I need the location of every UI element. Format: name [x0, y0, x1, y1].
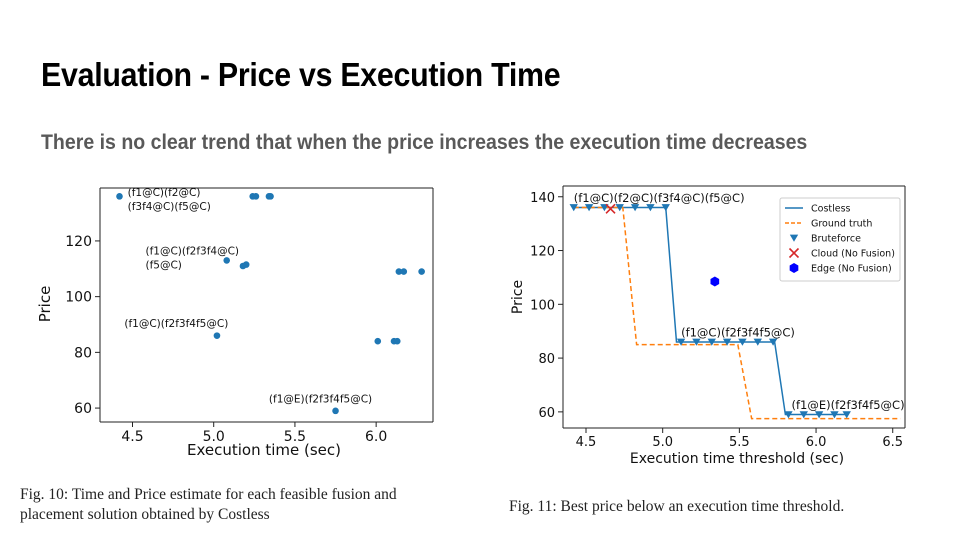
legend-swatch-bruteforce — [789, 234, 799, 242]
data-point — [223, 257, 231, 264]
bruteforce-marker — [814, 411, 824, 419]
bruteforce-marker — [584, 204, 594, 212]
x-tick-label: 6.0 — [365, 429, 387, 445]
fig10-xlabel: Execution time (sec) — [187, 441, 341, 459]
data-point — [116, 193, 123, 200]
x-tick-label: 5.5 — [729, 435, 750, 450]
line-annotation: (f1@C)(f2@C)(f3f4@C)(f5@C) — [574, 191, 745, 205]
marker-x-stroke — [605, 203, 616, 214]
y-tick-label: 60 — [538, 406, 555, 421]
x-tick-label: 5.0 — [203, 429, 225, 445]
data-point — [400, 268, 408, 275]
y-tick-label: 100 — [65, 290, 92, 306]
bruteforce-marker — [661, 204, 670, 212]
bruteforce-marker — [768, 338, 778, 346]
series-ground-truth-line — [573, 206, 901, 420]
marker-x-stroke — [788, 247, 800, 259]
fig10-points — [116, 193, 425, 415]
legend-label: Bruteforce — [811, 234, 861, 245]
y-tick-label: 120 — [65, 234, 92, 250]
point-annotation: (f1@C)(f2f3f4f5@C) — [124, 318, 228, 330]
fig11-caption: Fig. 11: Best price below an execution t… — [509, 498, 845, 515]
bruteforce-marker — [615, 204, 624, 212]
bruteforce-marker — [799, 411, 808, 419]
bruteforce-marker — [569, 204, 578, 212]
legend-swatch-edge — [789, 263, 799, 273]
slide-subtitle: There is no clear trend that when the pr… — [41, 131, 808, 154]
bruteforce-marker — [842, 411, 851, 419]
legend-label: Costless — [811, 204, 851, 215]
point-annotation: (f1@C)(f2f3f4@C) — [145, 246, 239, 258]
bruteforce-marker — [830, 411, 839, 419]
bruteforce-marker — [753, 338, 762, 346]
data-point — [418, 268, 425, 275]
fig11-ticks: 4.5 5.0 5.5 6.0 6.5 60 80 100 120 140 — [530, 191, 903, 450]
fig10-caption: Fig. 10: Time and Price estimate for eac… — [20, 486, 397, 523]
x-tick-label: 6.0 — [806, 435, 827, 450]
point-annotation: (f1@C)(f2@C) — [128, 187, 201, 199]
x-tick-label: 6.5 — [882, 435, 903, 450]
fig11-xlabel: Execution time threshold (sec) — [630, 451, 844, 467]
point-annotation: (f5@C) — [145, 260, 181, 272]
data-point — [374, 337, 382, 345]
point-annotation: (f1@E)(f2f3f4f5@C) — [269, 393, 372, 405]
data-point — [252, 193, 260, 200]
x-tick-label: 4.5 — [576, 435, 597, 450]
x-tick-label: 4.5 — [121, 429, 143, 445]
bruteforce-marker — [784, 411, 793, 419]
data-point — [395, 268, 403, 275]
data-point — [267, 193, 274, 200]
legend-swatch-cloud — [788, 247, 800, 259]
y-tick-label: 120 — [530, 245, 555, 260]
bruteforce-marker — [738, 338, 747, 346]
x-tick-label: 5.5 — [284, 429, 306, 445]
legend-label: Edge (No Fusion) — [811, 264, 892, 275]
fig10-axes — [99, 187, 434, 423]
y-tick-label: 100 — [530, 298, 555, 313]
legend-label: Ground truth — [811, 219, 872, 230]
bruteforce-marker — [707, 338, 716, 346]
fig11-legend: Costless Ground truth Bruteforce Cloud (No … — [779, 197, 901, 282]
fig10-scatter-chart: 4.5 5.0 5.5 6.0 60 80 100 120 (f1@C)(f2@C) (f3f4… — [36, 187, 434, 459]
slide-title: Evaluation - Price vs Execution Time — [41, 56, 561, 93]
fig11-ylabel: Price — [510, 280, 526, 314]
data-point — [332, 407, 339, 415]
line-annotation: (f1@E)(f2f3f4f5@C) — [792, 398, 905, 412]
legend-label: Cloud (No Fusion) — [811, 249, 895, 260]
fig11-line-chart: 4.5 5.0 5.5 6.0 6.5 60 80 100 120 140 (f1@C)(f2@C… — [510, 185, 906, 467]
data-point — [213, 332, 221, 339]
y-tick-label: 60 — [74, 401, 92, 417]
y-tick-label: 80 — [74, 345, 92, 361]
fig10-ticks: 4.5 5.0 5.5 6.0 60 80 100 120 — [65, 234, 387, 445]
data-point — [242, 261, 250, 268]
fig10-ylabel: Price — [36, 286, 54, 323]
bruteforce-marker — [630, 204, 640, 212]
bruteforce-marker — [676, 338, 686, 346]
bruteforce-marker — [722, 338, 732, 346]
line-annotation: (f1@C)(f2f3f4f5@C) — [681, 326, 795, 340]
y-tick-label: 140 — [530, 191, 555, 206]
edge-no-fusion-marker — [710, 276, 720, 287]
legend-box — [779, 197, 901, 282]
fig11-series — [569, 203, 901, 420]
x-tick-label: 5.0 — [652, 435, 673, 450]
point-annotation: (f3f4@C)(f5@C) — [128, 201, 211, 213]
fig10-annotations: (f1@C)(f2@C) (f3f4@C)(f5@C) (f1@C)(f2f3f4@… — [124, 187, 372, 405]
fig11-annotations: (f1@C)(f2@C)(f3f4@C)(f5@C) (f1@C)(f2f3f4f… — [574, 191, 905, 412]
data-point — [393, 337, 401, 345]
bruteforce-marker — [692, 338, 701, 346]
y-tick-label: 80 — [538, 352, 555, 367]
cloud-no-fusion-marker — [605, 203, 616, 214]
bruteforce-marker — [646, 204, 655, 212]
fig11-axes — [562, 185, 906, 429]
